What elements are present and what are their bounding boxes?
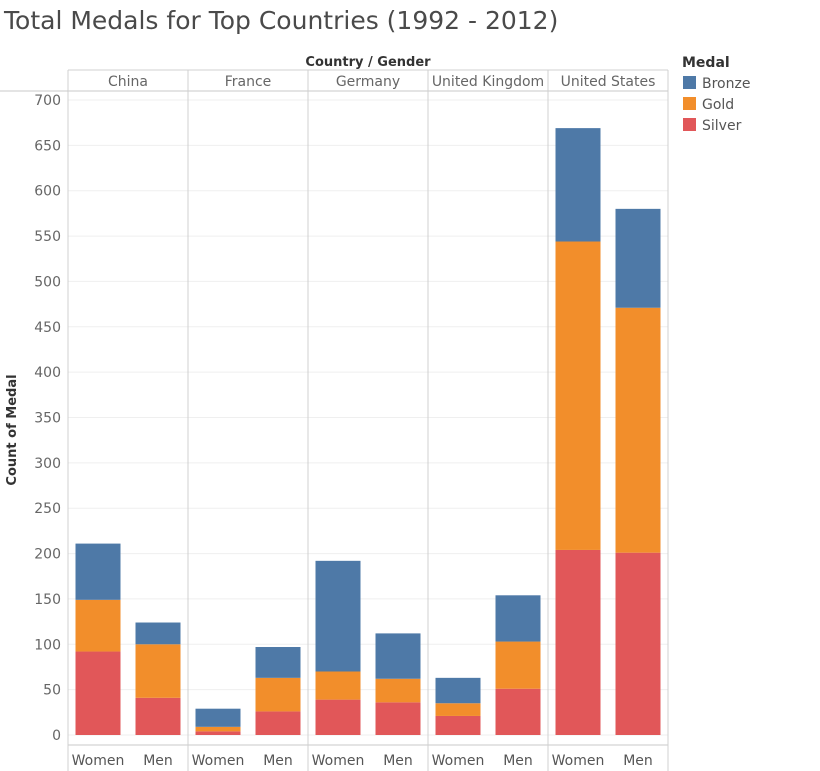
y-tick-label: 550	[34, 229, 61, 245]
bar-segment-silver	[555, 549, 601, 735]
bar-segment-silver	[135, 697, 181, 735]
bar-segment-gold	[435, 703, 481, 716]
bar-segment-silver	[435, 715, 481, 735]
country-label: China	[108, 74, 148, 90]
bar-segment-silver	[315, 699, 361, 735]
bar-segment-bronze	[615, 208, 661, 308]
bar-segment-silver	[255, 711, 301, 735]
country-label: United Kingdom	[432, 74, 544, 90]
column-header: Country / Gender	[305, 55, 431, 70]
bar-segment-gold	[135, 644, 181, 698]
bar-segment-gold	[555, 241, 601, 550]
bar-segment-gold	[75, 599, 121, 652]
y-tick-label: 600	[34, 184, 61, 200]
y-tick-label: 700	[34, 93, 61, 109]
bar-segment-bronze	[135, 622, 181, 645]
bar-segment-gold	[255, 677, 301, 712]
bar-segment-bronze	[255, 647, 301, 678]
gender-label: Men	[623, 753, 653, 769]
bar-segment-bronze	[75, 543, 121, 600]
bar-segment-gold	[315, 671, 361, 700]
bar-segment-gold	[375, 678, 421, 703]
bar-segment-bronze	[555, 128, 601, 242]
country-label: United States	[561, 74, 656, 90]
gender-label: Men	[383, 753, 413, 769]
y-tick-label: 200	[34, 547, 61, 563]
gender-label: Men	[143, 753, 173, 769]
y-tick-label: 400	[34, 365, 61, 381]
bar-segment-silver	[615, 552, 661, 735]
gender-label: Men	[503, 753, 533, 769]
legend-entry: Gold	[702, 97, 734, 113]
gender-label: Men	[263, 753, 293, 769]
y-tick-label: 300	[34, 456, 61, 472]
chart-title: Total Medals for Top Countries (1992 - 2…	[4, 6, 559, 35]
gender-label: Women	[552, 753, 605, 769]
y-tick-label: 450	[34, 320, 61, 336]
y-tick-label: 650	[34, 138, 61, 154]
bar-segment-silver	[75, 651, 121, 735]
country-label: France	[225, 74, 272, 90]
bar-segment-bronze	[495, 595, 541, 642]
legend-swatch	[683, 76, 696, 89]
bar-segment-silver	[495, 688, 541, 735]
bar-segment-bronze	[375, 633, 421, 679]
bar-segment-gold	[195, 726, 241, 732]
bar-segment-bronze	[435, 677, 481, 704]
y-tick-label: 250	[34, 501, 61, 517]
legend-entry: Bronze	[702, 76, 750, 92]
gender-label: Women	[432, 753, 485, 769]
legend-swatch	[683, 97, 696, 110]
y-tick-label: 100	[34, 637, 61, 653]
y-tick-label: 350	[34, 411, 61, 427]
gender-label: Women	[72, 753, 125, 769]
legend-swatch	[683, 118, 696, 131]
legend-entry: Silver	[702, 118, 742, 134]
y-tick-label: 50	[43, 683, 61, 699]
bar-segment-bronze	[195, 708, 241, 727]
gender-label: Women	[192, 753, 245, 769]
gender-label: Women	[312, 753, 365, 769]
bar-segment-silver	[195, 731, 241, 735]
bar-segment-gold	[615, 307, 661, 553]
y-tick-label: 150	[34, 592, 61, 608]
bar-segment-gold	[495, 641, 541, 689]
y-tick-label: 500	[34, 274, 61, 290]
bar-segment-bronze	[315, 560, 361, 672]
y-tick-label: 0	[52, 728, 61, 744]
bar-segment-silver	[375, 702, 421, 735]
country-label: Germany	[336, 74, 400, 90]
legend-title: Medal	[682, 55, 730, 71]
y-axis-label: Count of Medal	[5, 374, 20, 485]
